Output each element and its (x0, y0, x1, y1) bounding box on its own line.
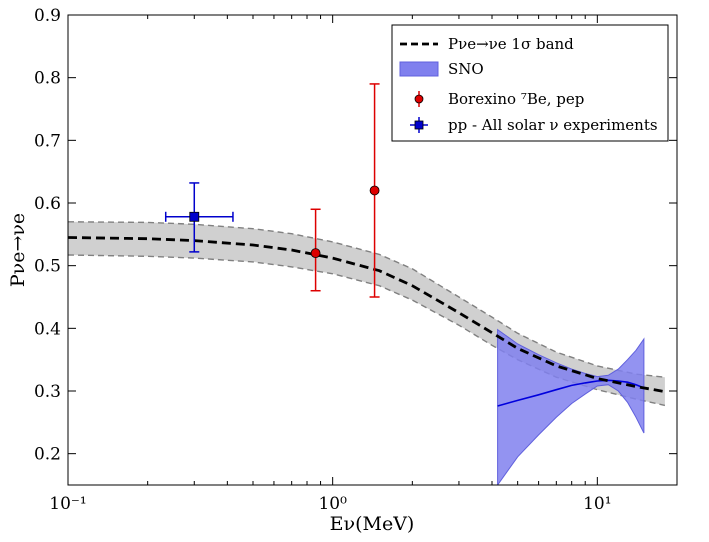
series-line-central (68, 236, 666, 393)
y-axis-label: Pνe→νe (7, 213, 29, 287)
plot-area (68, 83, 666, 485)
x-axis-label: Eν(MeV) (330, 513, 415, 535)
legend-label-band: Pνe→νe 1σ band (448, 35, 574, 53)
y-tick-label-0: 0.2 (34, 445, 61, 465)
legend-swatch-pp (414, 120, 424, 130)
y-tick-label-7: 0.9 (34, 6, 61, 26)
x-tick-label-2: 10¹ (583, 494, 611, 514)
legend-label-sno: SNO (448, 60, 484, 78)
band-upper-edge (68, 221, 665, 378)
legend-swatch-sno (399, 61, 439, 77)
x-tick-label-0: 10⁻¹ (49, 494, 86, 514)
x-tick-label-1: 10⁰ (318, 494, 347, 514)
legend-label-pp: pp - All solar ν experiments (448, 116, 658, 134)
point-0-1 (369, 185, 380, 196)
plot-frame (67, 14, 678, 486)
y-tick-label-2: 0.4 (34, 319, 61, 339)
point-1-0 (189, 211, 200, 222)
sno-band (497, 328, 645, 485)
legend-label-borexino: Borexino ⁷Be, pep (448, 90, 584, 108)
point-0-0 (310, 248, 321, 259)
band-fill (68, 221, 665, 406)
y-tick-label-1: 0.3 (34, 382, 61, 402)
legend: Pνe→νe 1σ band SNO Borexino ⁷Be, pep pp - A… (391, 24, 669, 142)
sno-line (497, 379, 645, 407)
y-tick-label-3: 0.5 (34, 257, 61, 277)
legend-swatch-borexino (414, 94, 424, 104)
y-tick-label-4: 0.6 (34, 194, 61, 214)
y-tick-label-5: 0.7 (34, 131, 61, 151)
axes: 0.2 0.3 0.4 0.5 0.6 0.7 0.8 0.9 10⁻¹ 10⁰ 10¹ (34, 6, 677, 514)
y-tick-label-6: 0.8 (34, 69, 61, 89)
